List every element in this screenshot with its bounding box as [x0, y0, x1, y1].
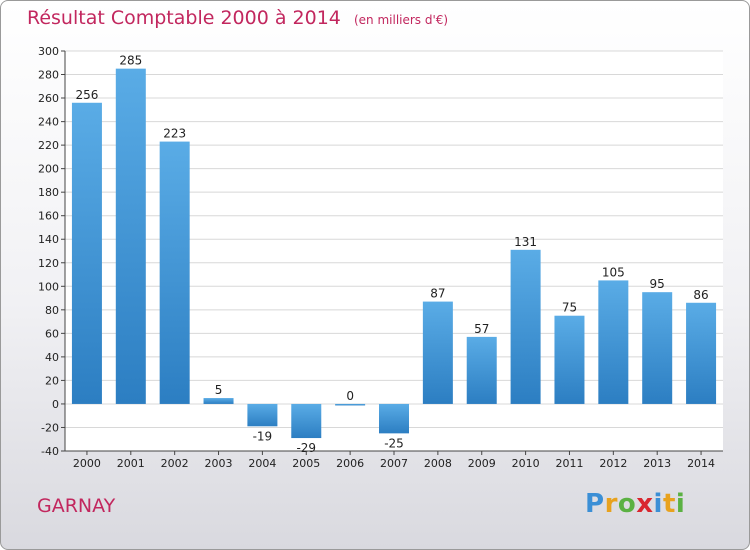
y-tick-label: 0: [52, 398, 59, 411]
x-tick-label: 2011: [555, 457, 583, 470]
chart-title-block: Résultat Comptable 2000 à 2014 (en milli…: [27, 7, 448, 29]
bar: [554, 315, 585, 404]
bar-value-label: 223: [163, 127, 186, 141]
bar: [115, 68, 146, 404]
y-tick-label: 40: [45, 351, 59, 364]
logo-letter: i: [675, 489, 686, 519]
bar: [247, 403, 278, 427]
bar: [159, 141, 190, 404]
y-tick-label: 300: [38, 45, 59, 58]
x-tick-label: 2008: [424, 457, 452, 470]
x-tick-label: 2000: [73, 457, 101, 470]
bar-value-label: 95: [650, 277, 665, 291]
bar-value-label: -29: [296, 441, 316, 455]
y-tick-label: 260: [38, 92, 59, 105]
y-tick-label: 60: [45, 327, 59, 340]
bar: [510, 249, 541, 404]
chart-subtitle: (en milliers d'€): [353, 13, 449, 27]
x-tick-label: 2012: [599, 457, 627, 470]
bar-value-label: 0: [346, 389, 354, 403]
logo-letter: t: [662, 489, 676, 519]
x-tick-label: 2003: [205, 457, 233, 470]
x-tick-label: 2005: [292, 457, 320, 470]
proxiti-logo: Proxiti: [585, 489, 685, 519]
city-name: GARNAY: [37, 495, 116, 517]
logo-letter: x: [636, 489, 654, 519]
bar: [291, 403, 322, 439]
x-tick-label: 2002: [161, 457, 189, 470]
bar: [422, 301, 453, 404]
bar: [598, 280, 629, 404]
bar: [335, 403, 366, 406]
chart-title: Résultat Comptable 2000 à 2014: [27, 7, 341, 29]
y-tick-label: 140: [38, 233, 59, 246]
y-tick-label: 20: [45, 374, 59, 387]
bar: [379, 403, 409, 434]
bar-value-label: 87: [430, 287, 445, 301]
bar-value-label: -19: [253, 429, 273, 443]
x-tick-label: 2007: [380, 457, 408, 470]
y-tick-label: -20: [41, 421, 59, 434]
y-tick-label: 240: [38, 116, 59, 129]
y-tick-label: 200: [38, 163, 59, 176]
x-tick-label: 2004: [248, 457, 276, 470]
logo-letter: P: [585, 489, 605, 519]
y-tick-label: -40: [41, 445, 59, 458]
y-tick-label: 160: [38, 210, 59, 223]
bar-value-label: 5: [215, 383, 223, 397]
bar-value-label: 105: [602, 265, 625, 279]
y-tick-label: 80: [45, 304, 59, 317]
bar-value-label: 75: [562, 301, 577, 315]
x-tick-label: 2001: [117, 457, 145, 470]
bar: [203, 398, 234, 404]
bar-value-label: 57: [474, 322, 489, 336]
bar: [686, 302, 717, 404]
y-tick-label: 180: [38, 186, 59, 199]
x-tick-label: 2009: [468, 457, 496, 470]
bar-value-label: 256: [75, 88, 98, 102]
bar-value-label: -25: [384, 436, 404, 450]
logo-letter: i: [653, 489, 663, 519]
logo-letter: r: [604, 489, 618, 519]
y-tick-label: 120: [38, 257, 59, 270]
y-tick-label: 100: [38, 280, 59, 293]
bar: [642, 292, 673, 404]
bar: [71, 102, 102, 404]
logo-letter: o: [617, 489, 637, 519]
x-tick-label: 2006: [336, 457, 364, 470]
bar-value-label: 86: [693, 288, 708, 302]
bar-value-label: 131: [514, 235, 537, 249]
x-tick-label: 2014: [687, 457, 715, 470]
bar-value-label: 285: [119, 54, 142, 68]
x-tick-label: 2010: [512, 457, 540, 470]
bar: [466, 336, 497, 404]
y-tick-label: 280: [38, 69, 59, 82]
y-tick-label: 220: [38, 139, 59, 152]
x-tick-label: 2013: [643, 457, 671, 470]
